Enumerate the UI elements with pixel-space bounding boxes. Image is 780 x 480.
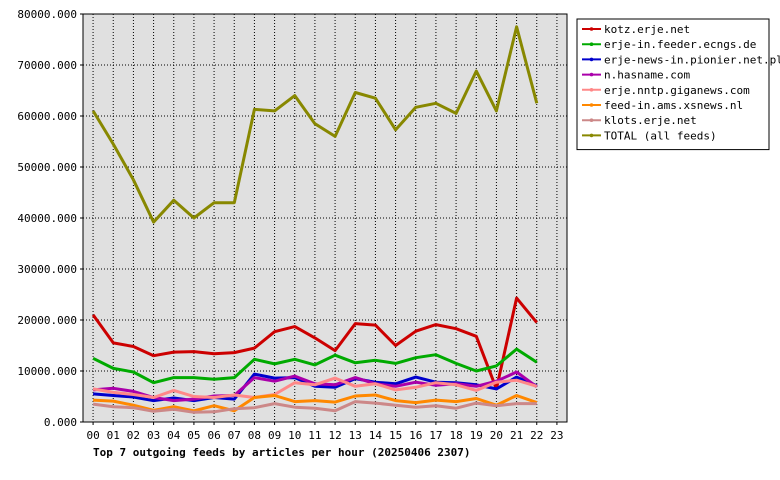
y-tick-label: 60000.000: [17, 110, 77, 123]
x-tick-label: 16: [409, 429, 422, 442]
x-tick-label: 19: [470, 429, 483, 442]
legend-label: TOTAL (all feeds): [604, 129, 717, 142]
grid: [83, 14, 567, 422]
x-tick-label: 23: [550, 429, 563, 442]
series-line: [92, 347, 538, 385]
plot-frame: [82, 13, 568, 423]
legend-marker: [589, 72, 594, 77]
series-lines: [91, 25, 539, 414]
series-line: [93, 393, 538, 413]
legend-marker: [589, 42, 594, 46]
legend-label: erje-in.feeder.ecngs.de: [604, 38, 756, 51]
x-tick-label: 22: [530, 429, 543, 442]
legend-marker: [589, 118, 594, 122]
series-line: [91, 296, 538, 391]
x-tick-label: 06: [207, 429, 220, 442]
x-tick-label: 04: [167, 429, 181, 442]
legend: kotz.erje.net erje-in.feeder.ecngs.de erje…: [576, 18, 780, 151]
legend-label: erje-news-in.pionier.net.pl: [604, 53, 780, 66]
x-tick-label: 00: [86, 429, 99, 442]
y-tick-label: 40000.000: [17, 212, 77, 225]
x-tick-label: 21: [510, 429, 523, 442]
x-axis-ticks: 00 01 02 03 04 05 06 07 08 09 10 11 12 13 14 15 16 17 18 19…: [86, 422, 564, 442]
legend-marker: [589, 57, 594, 62]
legend-label: kotz.erje.net: [604, 23, 690, 36]
y-axis-ticks: 0.000 10000.000 20000.000 30000.000 40000.00…: [17, 8, 83, 429]
x-tick-label: 03: [147, 429, 160, 442]
legend-label: n.hasname.com: [604, 69, 690, 82]
y-tick-label: 10000.000: [17, 365, 77, 378]
y-tick-label: 30000.000: [17, 263, 77, 276]
legend-box: [576, 18, 770, 151]
legend-label: erje.nntp.giganews.com: [604, 84, 750, 97]
x-tick-label: 08: [248, 429, 261, 442]
legend-label: klots.erje.net: [604, 114, 697, 127]
x-tick-label: 15: [389, 429, 402, 442]
x-tick-label: 02: [127, 429, 140, 442]
x-tick-label: 11: [308, 429, 321, 442]
y-tick-label: 80000.000: [17, 8, 77, 21]
legend-marker: [589, 133, 594, 138]
series-line: [92, 400, 537, 414]
y-tick-label: 0.000: [44, 416, 77, 429]
legend-marker: [589, 88, 594, 92]
x-tick-label: 13: [349, 429, 362, 442]
y-tick-label: 50000.000: [17, 161, 77, 174]
series-line: [92, 376, 538, 399]
x-tick-label: 01: [107, 429, 120, 442]
x-tick-label: 17: [429, 429, 442, 442]
x-tick-label: 07: [228, 429, 241, 442]
y-tick-label: 70000.000: [17, 59, 77, 72]
legend-marker: [589, 27, 594, 31]
x-tick-label: 10: [288, 429, 301, 442]
x-tick-label: 09: [268, 429, 281, 442]
x-tick-label: 05: [187, 429, 200, 442]
chart-title: Top 7 outgoing feeds by articles per hou…: [93, 446, 471, 459]
legend-label: feed-in.ams.xsnews.nl: [604, 99, 743, 112]
x-tick-label: 20: [490, 429, 503, 442]
series-line: [91, 25, 539, 224]
x-tick-label: 12: [328, 429, 341, 442]
legend-marker: [589, 103, 594, 107]
y-tick-label: 20000.000: [17, 314, 77, 327]
x-tick-label: 14: [369, 429, 383, 442]
x-tick-label: 18: [449, 429, 462, 442]
